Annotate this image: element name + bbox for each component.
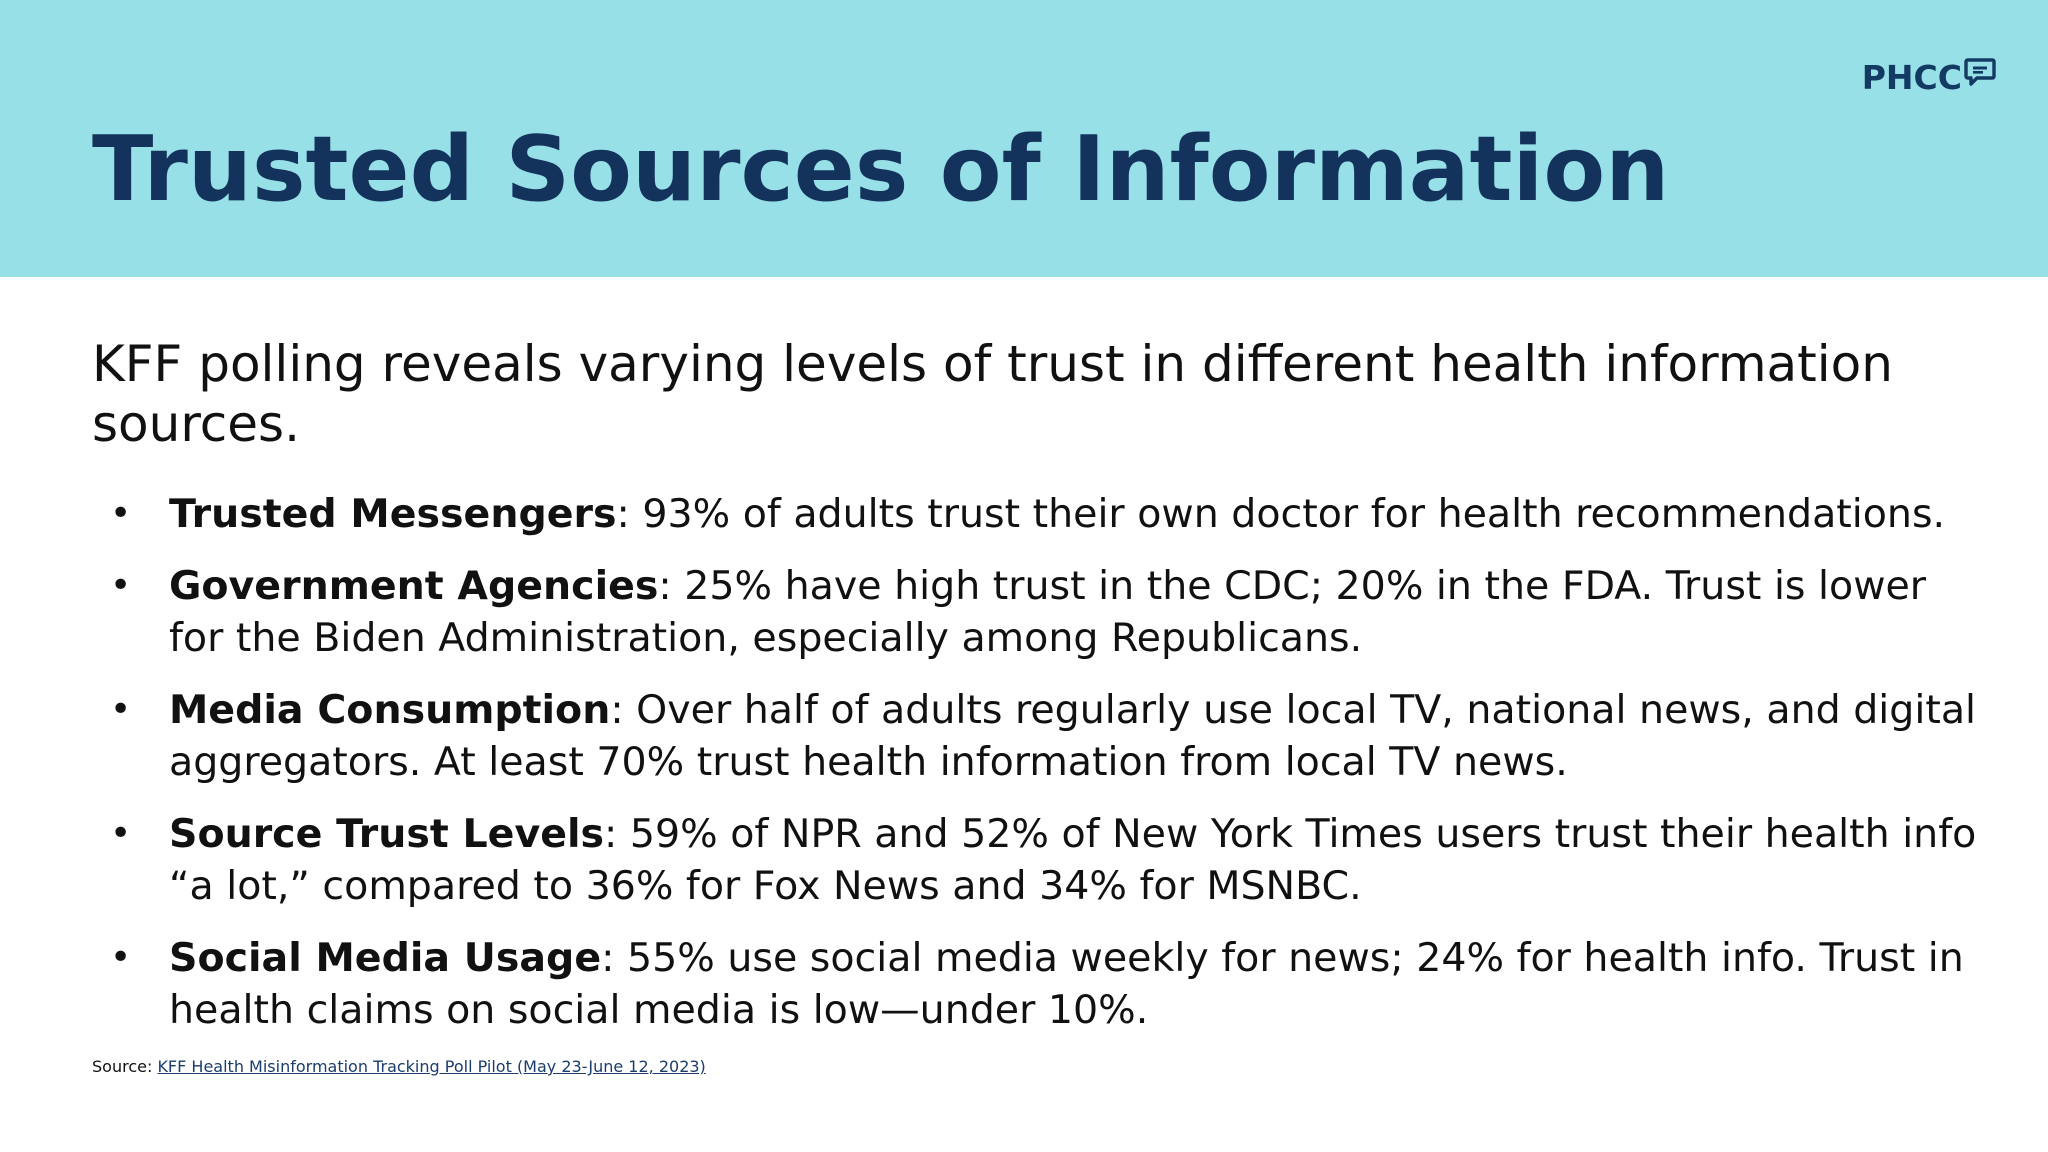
bullet-item-media-consumption: • Media Consumption: Over half of adults …: [92, 684, 1992, 788]
bullet-item-source-trust-levels: • Source Trust Levels: 59% of NPR and 52%…: [92, 808, 1992, 912]
bullet-item-social-media-usage: • Social Media Usage: 55% use social medi…: [92, 932, 1992, 1036]
bullet-item-government-agencies: • Government Agencies: 25% have high trus…: [92, 560, 1992, 664]
bullet-term: Media Consumption: [169, 687, 611, 733]
header-band: [0, 0, 2048, 277]
bullet-term: Social Media Usage: [169, 935, 602, 981]
content-panel: [0, 277, 2048, 1152]
bullet-marker: •: [110, 813, 132, 854]
bullet-term: Trusted Messengers: [169, 491, 617, 537]
phcc-logo: PHCC: [1862, 58, 1996, 98]
source-citation: Source: KFF Health Misinformation Tracki…: [92, 1056, 706, 1078]
bullet-item-trusted-messengers: • Trusted Messengers: 93% of adults trust…: [92, 488, 1992, 540]
bullet-marker: •: [110, 937, 132, 978]
logo-text: PHCC: [1861, 58, 1962, 97]
bullet-text: : 55% use social media weekly for news; …: [169, 935, 1964, 1033]
bullet-text: : Over half of adults regularly use loca…: [169, 687, 1976, 785]
bullet-list: • Trusted Messengers: 93% of adults trust…: [92, 488, 1992, 1056]
bullet-marker: •: [110, 689, 132, 730]
page-title: Trusted Sources of Information: [92, 117, 1670, 222]
intro-text: KFF polling reveals varying levels of tr…: [92, 335, 1893, 453]
bullet-text: : 59% of NPR and 52% of New York Times u…: [169, 811, 1977, 909]
source-link[interactable]: KFF Health Misinformation Tracking Poll …: [157, 1057, 706, 1076]
bullet-text: : 93% of adults trust their own doctor f…: [616, 491, 1946, 537]
bullet-text: : 25% have high trust in the CDC; 20% in…: [169, 563, 1927, 661]
speech-bubble-icon: [1964, 58, 1996, 86]
bullet-term: Source Trust Levels: [169, 811, 605, 857]
bullet-marker: •: [110, 565, 132, 606]
bullet-marker: •: [110, 493, 132, 534]
source-label: Source:: [92, 1057, 158, 1076]
bullet-term: Government Agencies: [169, 563, 659, 609]
